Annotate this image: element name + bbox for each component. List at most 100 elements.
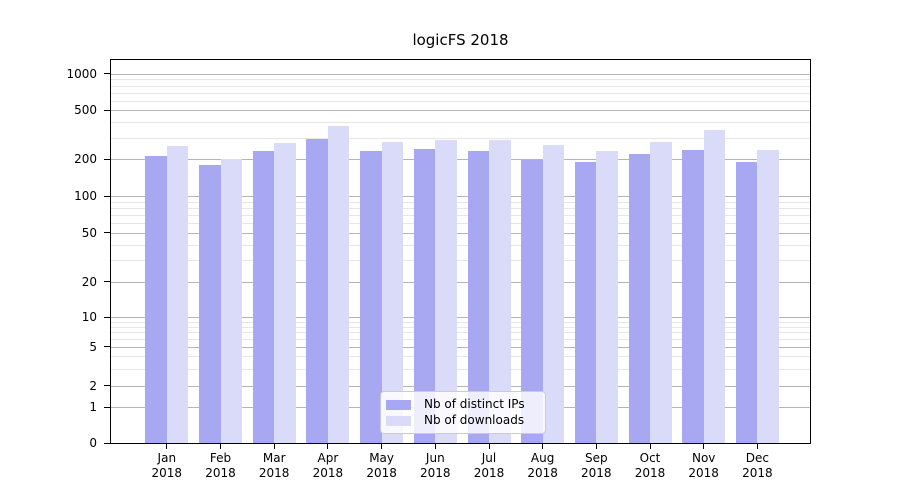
- gridline-minor: [111, 79, 810, 81]
- x-label-year: 2018: [688, 466, 719, 480]
- x-axis-tick-label: Sep 2018: [561, 451, 631, 481]
- x-axis-tick-label: Jan 2018: [132, 451, 202, 481]
- bar-nb-of-downloads-jun: [435, 139, 457, 443]
- gridline-minor: [111, 201, 810, 203]
- x-axis-tick: [542, 444, 544, 449]
- bar-nb-of-downloads-apr: [327, 125, 350, 443]
- y-axis-tick-label: 2: [89, 378, 97, 393]
- y-axis-tick-label: 20: [81, 274, 97, 289]
- gridline-minor: [111, 356, 810, 358]
- bar-nb-of-downloads-feb: [220, 158, 242, 443]
- x-label-month: Jan: [157, 451, 177, 465]
- gridline-major: [111, 110, 810, 112]
- x-axis-tick-label: Feb 2018: [186, 451, 256, 481]
- y-axis-tick-label: 1000: [66, 66, 97, 81]
- y-axis-tick: [104, 316, 110, 318]
- gridline-minor: [111, 85, 810, 87]
- bar-nb-of-downloads-mar: [274, 143, 296, 443]
- x-label-year: 2018: [420, 466, 451, 480]
- gridline-major: [111, 232, 810, 234]
- x-axis-tick: [595, 444, 597, 449]
- x-label-month: Oct: [639, 451, 661, 465]
- x-axis-tick: [381, 444, 383, 449]
- x-axis-tick: [327, 444, 329, 449]
- y-axis-tick: [104, 346, 110, 348]
- gridline-minor: [111, 137, 810, 139]
- y-axis-tick: [104, 232, 110, 234]
- gridline-major: [111, 196, 810, 198]
- gridline-major: [111, 73, 810, 75]
- x-axis-tick: [703, 444, 705, 449]
- x-label-year: 2018: [366, 466, 397, 480]
- gridline-minor: [111, 208, 810, 209]
- bar-nb-of-distinct-ips-jul: [467, 150, 489, 443]
- y-axis-tick: [104, 109, 110, 111]
- x-label-year: 2018: [258, 466, 290, 480]
- legend-label-distinct-ips: Nb of distinct IPs: [424, 397, 525, 411]
- x-label-month: Feb: [209, 451, 232, 465]
- y-axis-tick-label: 5: [89, 339, 97, 354]
- y-axis-tick-label: 200: [74, 152, 97, 166]
- x-axis-tick-label: Oct 2018: [615, 451, 685, 481]
- chart-title: logicFS 2018: [412, 31, 509, 49]
- bar-nb-of-distinct-ips-nov: [682, 150, 704, 443]
- bar-nb-of-distinct-ips-dec: [735, 161, 758, 443]
- y-axis-tick-label: 100: [74, 189, 97, 204]
- legend: Nb of distinct IPs Nb of downloads: [380, 391, 546, 434]
- gridline-minor: [111, 244, 810, 246]
- x-axis-tick: [434, 444, 436, 449]
- y-axis-tick: [104, 73, 110, 75]
- x-label-year: 2018: [473, 466, 505, 480]
- x-label-month: Dec: [745, 451, 769, 465]
- y-axis-tick: [104, 385, 110, 387]
- bar-nb-of-downloads-aug: [542, 145, 565, 443]
- x-label-year: 2018: [527, 466, 558, 480]
- bar-nb-of-distinct-ips-mar: [252, 151, 275, 443]
- bar-nb-of-distinct-ips-oct: [628, 153, 650, 443]
- gridline-minor: [111, 339, 810, 340]
- bar-nb-of-downloads-nov: [703, 130, 726, 443]
- gridline-minor: [111, 215, 810, 217]
- y-axis-tick: [104, 158, 110, 160]
- bar-nb-of-downloads-jan: [166, 146, 189, 443]
- x-axis-tick-label: Aug 2018: [508, 451, 578, 481]
- y-axis-tick-label: 1: [89, 400, 97, 415]
- x-axis-tick-label: Apr 2018: [293, 451, 363, 481]
- x-label-month: Aug: [530, 451, 555, 465]
- plot-area: Nb of distinct IPs Nb of downloads: [110, 59, 811, 444]
- gridline-minor: [111, 223, 810, 225]
- bar-nb-of-downloads-dec: [757, 149, 779, 443]
- x-label-year: 2018: [634, 466, 666, 480]
- y-axis-tick: [104, 195, 110, 197]
- gridline-major: [111, 159, 810, 160]
- x-axis-tick: [756, 444, 758, 449]
- gridline-minor: [111, 259, 810, 261]
- x-label-month: Jul: [481, 451, 497, 465]
- x-axis-tick: [649, 444, 651, 449]
- bar-nb-of-distinct-ips-feb: [199, 164, 221, 443]
- bar-nb-of-distinct-ips-aug: [521, 160, 543, 443]
- gridline-minor: [111, 326, 810, 328]
- x-label-year: 2018: [312, 466, 344, 480]
- y-axis-tick-label: 500: [74, 103, 97, 118]
- x-axis-tick-label: Jul 2018: [454, 451, 524, 481]
- bar-nb-of-downloads-oct: [650, 141, 672, 443]
- y-axis-tick-label: 10: [81, 310, 97, 324]
- bar-nb-of-distinct-ips-apr: [306, 139, 328, 443]
- gridline-minor: [111, 332, 810, 334]
- x-label-year: 2018: [581, 466, 612, 480]
- x-label-month: Mar: [262, 451, 286, 465]
- x-axis-tick-label: Mar 2018: [239, 451, 309, 481]
- x-axis-tick-label: Nov 2018: [669, 451, 739, 481]
- y-axis-tick: [104, 406, 110, 408]
- x-axis-tick-label: Dec 2018: [722, 451, 792, 481]
- x-axis-tick: [220, 444, 221, 449]
- x-axis-tick: [488, 444, 490, 449]
- x-axis-tick: [166, 444, 168, 449]
- bar-nb-of-downloads-sep: [596, 150, 618, 443]
- legend-swatch-downloads: [386, 415, 411, 426]
- x-label-month: Jun: [425, 451, 445, 465]
- legend-swatch-distinct-ips: [386, 399, 411, 410]
- y-axis-tick: [104, 281, 110, 282]
